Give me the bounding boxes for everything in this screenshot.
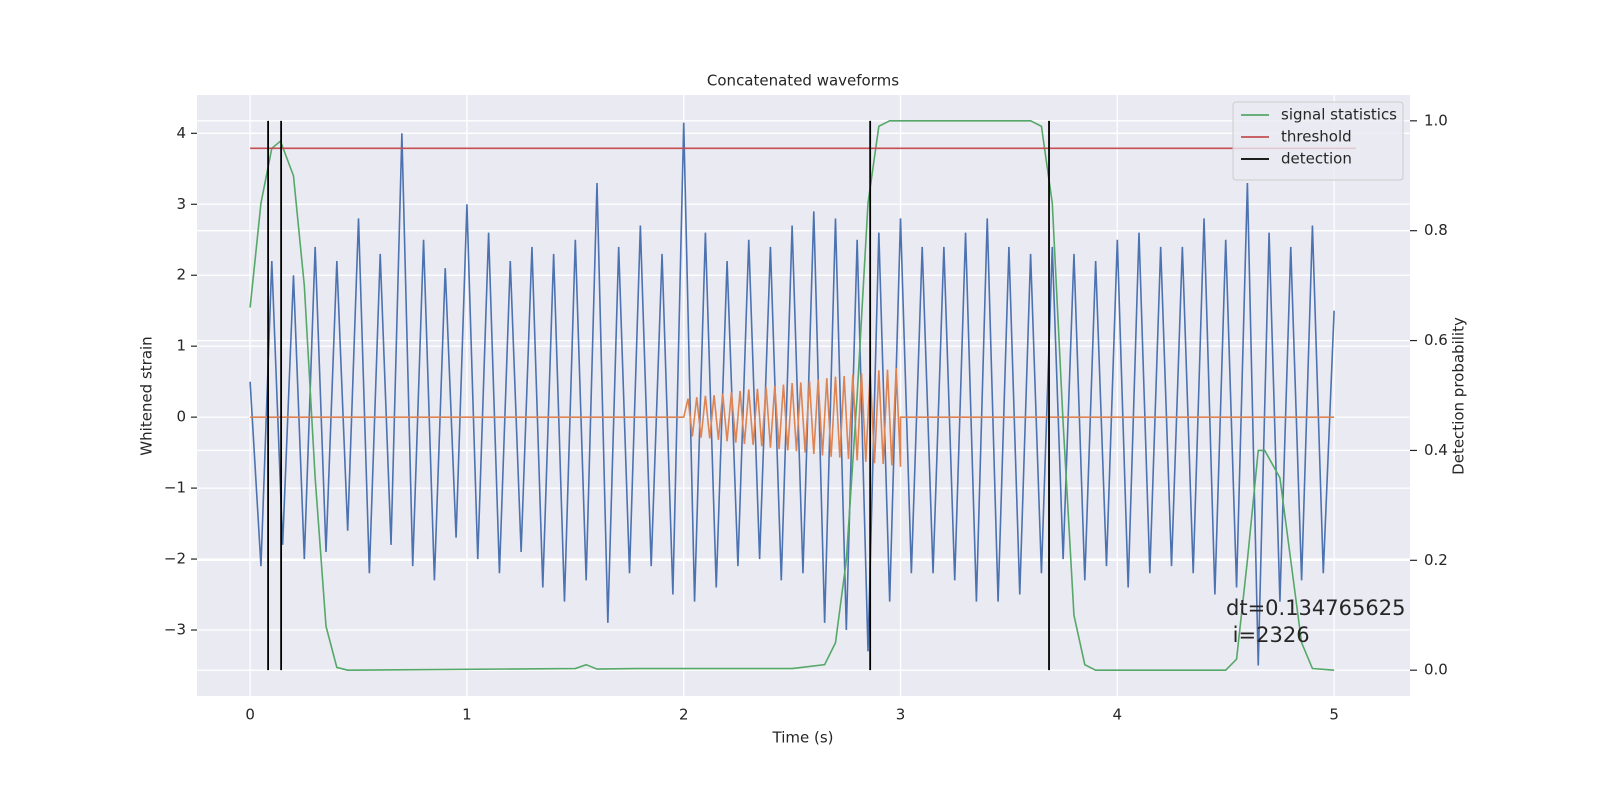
legend-box xyxy=(1232,101,1404,181)
axes: 0 1 2 3 4 5 −3 −2 −1 0 1 2 3 4 0.0 0.2 0.4 0.6 0.8 1.0 xyxy=(164,111,1448,723)
y-tick-label: 2 xyxy=(176,266,186,284)
annotation: i=2326 xyxy=(1226,623,1310,647)
y-tick-label: −3 xyxy=(164,621,186,639)
x-tick-label: 5 xyxy=(1329,706,1339,724)
legend-label: signal statistics xyxy=(1281,106,1397,124)
y2-tick-label: 0.2 xyxy=(1424,551,1448,569)
legend-label: detection xyxy=(1281,150,1352,168)
y2-tick-label: 0.4 xyxy=(1424,441,1448,459)
x-axis-label: Time (s) xyxy=(772,729,834,747)
y-tick-label: 3 xyxy=(176,195,186,213)
y-tick-label: 0 xyxy=(176,408,186,426)
y2-tick-label: 1.0 xyxy=(1424,111,1448,129)
plot-area xyxy=(197,95,1410,696)
y2-tick-label: 0.8 xyxy=(1424,221,1448,239)
y-axis-label: Whitened strain xyxy=(138,336,156,455)
legend-label: threshold xyxy=(1281,128,1352,146)
x-tick-label: 2 xyxy=(679,706,689,724)
y2-axis-label: Detection probability xyxy=(1450,317,1468,475)
x-tick-label: 0 xyxy=(245,706,255,724)
legend: signal statistics threshold detection xyxy=(1232,101,1404,181)
series-line xyxy=(249,122,1335,666)
series-line xyxy=(249,120,1335,671)
x-tick-label: 4 xyxy=(1113,706,1123,724)
y-tick-label: −2 xyxy=(164,550,186,568)
annotation: dt=0.134765625 xyxy=(1226,596,1405,620)
marks xyxy=(249,120,1356,671)
y-tick-label: −1 xyxy=(164,479,186,497)
y2-tick-label: 0.0 xyxy=(1424,661,1448,679)
chart-title: Concatenated waveforms xyxy=(707,72,899,90)
x-tick-label: 1 xyxy=(462,706,472,724)
y-tick-label: 1 xyxy=(176,337,186,355)
y2-tick-label: 0.6 xyxy=(1424,331,1448,349)
x-tick-label: 3 xyxy=(896,706,906,724)
y-tick-label: 4 xyxy=(176,124,186,142)
